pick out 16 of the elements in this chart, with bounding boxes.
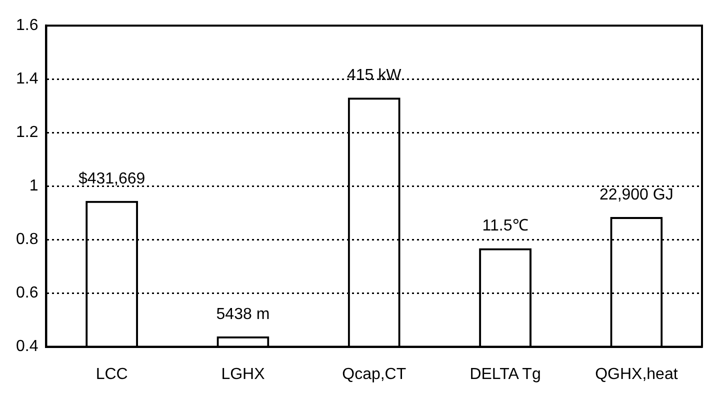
annotation: $431,669 bbox=[78, 170, 146, 188]
y-tick-label: 1.2 bbox=[16, 124, 38, 142]
x-tick-label: QGHX,heat bbox=[595, 366, 678, 383]
y-tick-label: 0.8 bbox=[16, 231, 38, 248]
annotation: 11.5℃ bbox=[482, 218, 528, 235]
annotation: 5438 m bbox=[216, 306, 270, 323]
annotation: 22,900 GJ bbox=[600, 186, 674, 204]
x-tick-label: LCC bbox=[96, 366, 128, 383]
x-tick-label: DELTA Tg bbox=[470, 366, 541, 383]
y-tick-label: 1.6 bbox=[16, 17, 38, 34]
x-tick-label: Qcap,CT bbox=[342, 366, 406, 383]
x-tick-label: LGHX bbox=[221, 366, 266, 383]
y-tick-label: 0.4 bbox=[16, 338, 38, 356]
y-tick-label: 0.6 bbox=[16, 284, 38, 302]
y-tick-label: 1 bbox=[29, 178, 38, 195]
y-tick-label: 1.4 bbox=[16, 70, 38, 88]
